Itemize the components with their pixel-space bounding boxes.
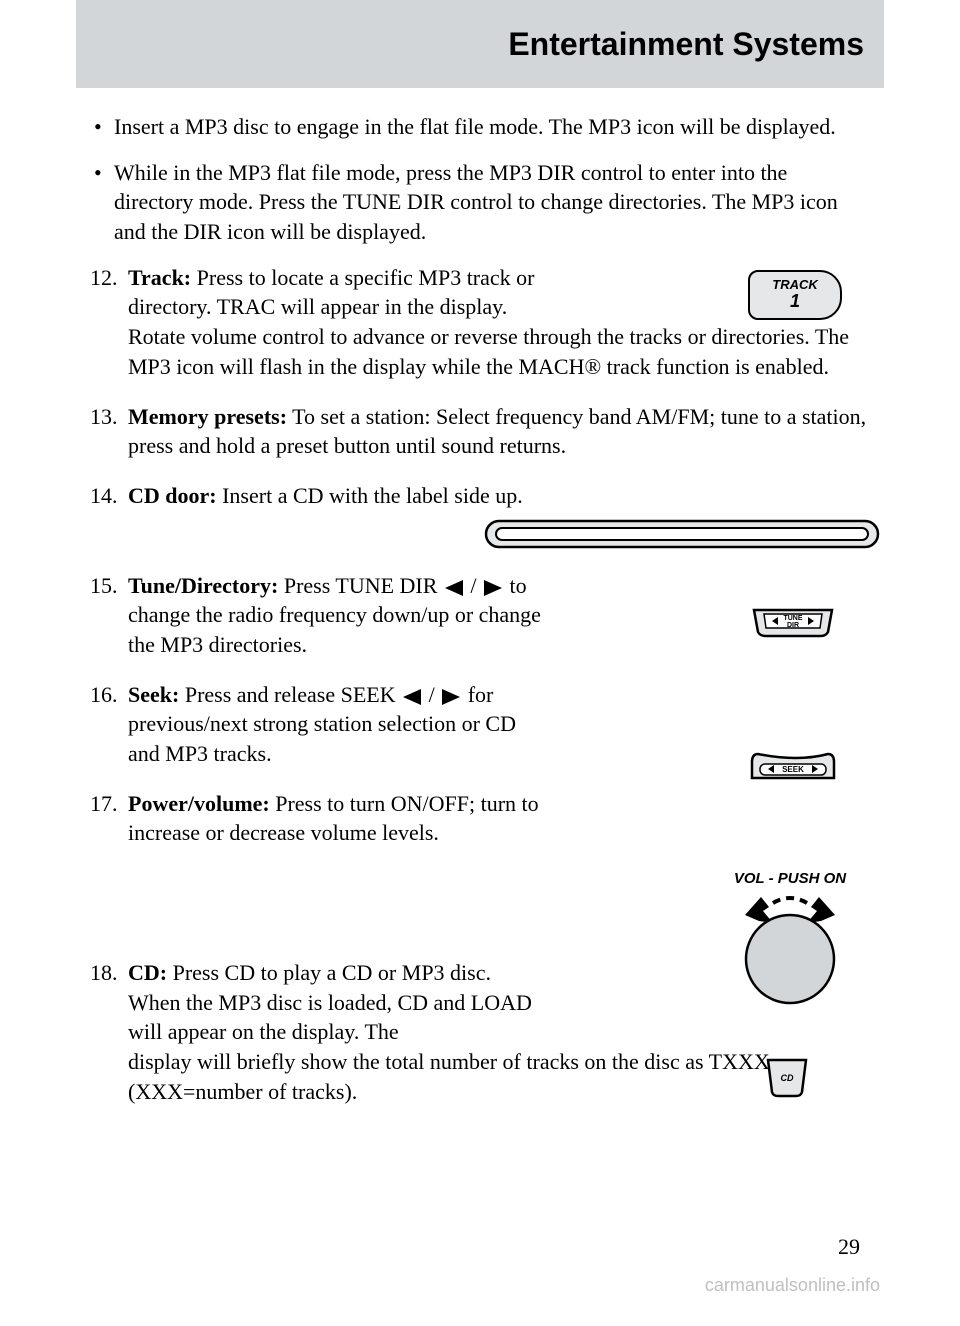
svg-text:TUNE: TUNE — [783, 615, 802, 622]
track-button-illustration: TRACK 1 — [748, 270, 842, 320]
cd-button-illustration: CD — [764, 1058, 810, 1098]
bullet-1: Insert a MP3 disc to engage in the flat … — [90, 112, 870, 142]
header-title: Entertainment Systems — [508, 26, 864, 63]
item-label: Seek: — [128, 682, 179, 707]
triangle-left-icon — [403, 689, 421, 705]
bullet-2: While in the MP3 flat file mode, press t… — [90, 158, 870, 247]
page-number: 29 — [838, 1234, 860, 1260]
item-number: 14. — [90, 481, 128, 511]
track-label: TRACK — [750, 278, 840, 292]
seek-button-illustration: SEEK — [748, 750, 838, 782]
item-body: Power/volume: Press to turn ON/OFF; turn… — [128, 789, 548, 848]
item-number: 15. — [90, 571, 128, 660]
item-body: Seek: Press and release SEEK / for previ… — [128, 680, 548, 769]
item-label: Memory presets: — [128, 404, 287, 429]
svg-text:CD: CD — [781, 1073, 794, 1083]
item-number: 12. — [90, 263, 128, 382]
item-mid: / — [465, 573, 482, 598]
item-pre: Press TUNE DIR — [278, 573, 443, 598]
svg-text:SEEK: SEEK — [782, 765, 804, 774]
item-18-wide: display will briefly show the total numb… — [128, 1047, 870, 1106]
item-label: CD door: — [128, 483, 217, 508]
item-text: Insert a CD with the label side up. — [217, 483, 523, 508]
item-12-narrow: Track: Press to locate a specific MP3 tr… — [128, 263, 548, 322]
track-number: 1 — [750, 292, 840, 312]
item-label: Power/volume: — [128, 791, 270, 816]
item-label: Tune/Directory: — [128, 573, 278, 598]
item-mid: / — [423, 682, 440, 707]
item-17: 17. Power/volume: Press to turn ON/OFF; … — [90, 789, 870, 848]
svg-text:DIR: DIR — [787, 622, 799, 629]
item-number: 17. — [90, 789, 128, 848]
watermark: carmanualsonline.info — [705, 1275, 880, 1296]
item-label: CD: — [128, 960, 167, 985]
item-label: Track: — [128, 265, 191, 290]
item-text: Press CD to play a CD or MP3 disc. When … — [128, 960, 532, 1044]
item-12-wide: Rotate volume control to advance or reve… — [128, 322, 870, 381]
item-number: 16. — [90, 680, 128, 769]
triangle-left-icon — [445, 580, 463, 596]
item-body: Memory presets: To set a station: Select… — [128, 402, 870, 461]
item-body: Tune/Directory: Press TUNE DIR / to chan… — [128, 571, 548, 660]
item-pre: Press and release SEEK — [179, 682, 401, 707]
item-18-narrow: CD: Press CD to play a CD or MP3 disc. W… — [128, 958, 548, 1047]
tune-dir-button-illustration: TUNE DIR — [748, 608, 838, 638]
vol-label: VOL - PUSH ON — [725, 870, 855, 887]
item-14: 14. CD door: Insert a CD with the label … — [90, 481, 870, 511]
triangle-right-icon — [484, 580, 502, 596]
item-number: 13. — [90, 402, 128, 461]
item-body: CD door: Insert a CD with the label side… — [128, 481, 548, 511]
triangle-right-icon — [442, 689, 460, 705]
cd-slot-illustration — [482, 517, 882, 551]
item-13: 13. Memory presets: To set a station: Se… — [90, 402, 870, 461]
page-header: Entertainment Systems — [76, 0, 884, 88]
volume-knob-illustration: VOL - PUSH ON — [725, 870, 855, 1010]
item-number: 18. — [90, 958, 128, 1106]
